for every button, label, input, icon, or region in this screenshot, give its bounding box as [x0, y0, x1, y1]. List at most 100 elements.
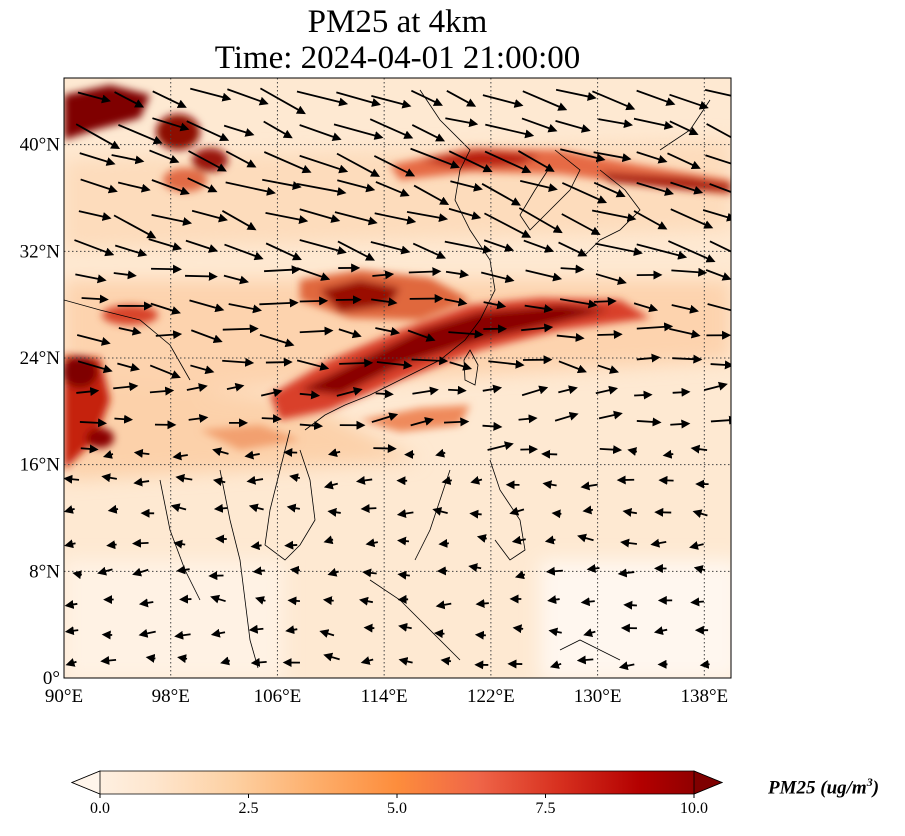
wind-arrow: [636, 89, 676, 106]
wind-arrow: [558, 385, 578, 395]
wind-arrow: [170, 503, 187, 513]
wind-arrow: [407, 329, 436, 342]
wind-arrow: [558, 241, 588, 257]
wind-arrow: [174, 630, 191, 640]
latitude-ticks: 0° 8°N 16°N 24°N 32°N 40°N: [20, 135, 61, 689]
colorbar-tick-label: 0.0: [90, 800, 110, 817]
wind-arrow: [265, 212, 309, 224]
wind-arrow: [599, 445, 623, 455]
wind-arrow: [259, 87, 306, 115]
wind-arrow: [709, 183, 731, 193]
wind-arrow: [707, 303, 731, 312]
wind-arrow: [620, 538, 638, 548]
wind-arrow: [299, 326, 334, 336]
wind-arrow: [476, 534, 487, 543]
wind-arrow: [118, 326, 142, 336]
colorbar-extend-min: [70, 770, 101, 795]
wind-arrow: [81, 294, 109, 304]
wind-arrow: [289, 473, 301, 483]
wind-arrow: [373, 443, 397, 453]
wind-arrow: [636, 322, 674, 332]
wind-arrow: [375, 181, 410, 197]
colorbar-extend-max: [693, 770, 724, 795]
wind-arrow: [149, 149, 180, 164]
wind-arrow: [362, 568, 377, 578]
wind-arrow: [692, 509, 708, 518]
wind-arrow: [521, 385, 549, 397]
wind-arrow: [212, 447, 229, 457]
wind-arrow: [518, 414, 538, 424]
wind-arrow: [175, 473, 193, 483]
lon-tick-label: 130°E: [574, 686, 622, 707]
wind-arrow: [148, 238, 183, 251]
wind-arrow: [102, 450, 114, 459]
wind-arrow: [555, 119, 591, 133]
wind-arrow: [227, 88, 269, 106]
wind-arrow: [559, 298, 598, 309]
wind-arrow: [558, 360, 587, 374]
wind-arrow: [64, 600, 78, 609]
wind-arrow: [152, 117, 190, 132]
wind-arrow: [113, 214, 157, 239]
wind-arrow: [225, 181, 276, 196]
wind-arrow: [151, 214, 193, 226]
wind-arrow: [560, 264, 585, 274]
wind-arrow: [187, 177, 218, 193]
wind-arrow: [262, 178, 302, 190]
wind-arrow: [623, 600, 637, 610]
wind-arrow: [246, 475, 264, 485]
wind-arrow: [669, 328, 701, 339]
wind-arrow: [151, 179, 190, 196]
wind-arrow: [662, 449, 674, 459]
wind-arrow: [582, 505, 594, 515]
wind-arrow: [591, 209, 637, 222]
wind-arrow: [113, 270, 137, 280]
wind-arrow: [523, 239, 555, 253]
wind-arrow: [583, 628, 596, 637]
wind-arrow: [210, 594, 226, 604]
wind-arrow: [633, 117, 674, 130]
wind-arrow: [336, 91, 382, 107]
wind-arrow: [64, 505, 75, 514]
wind-arrow: [355, 475, 373, 485]
wind-arrow: [190, 364, 215, 375]
colorbar-tick-label: 10.0: [680, 800, 708, 817]
wind-arrow: [593, 296, 617, 306]
wind-arrow: [138, 598, 154, 608]
wind-arrow: [482, 94, 524, 108]
wind-arrow: [286, 503, 301, 513]
wind-arrow: [598, 118, 634, 129]
wind-arrow: [440, 656, 452, 666]
wind-arrow: [224, 243, 264, 261]
wind-arrow: [617, 568, 635, 578]
wind-arrow: [435, 448, 446, 458]
wind-arrow: [518, 207, 563, 234]
wind-arrow: [220, 656, 231, 666]
wind-arrow: [448, 207, 482, 220]
wind-arrow: [252, 566, 265, 576]
wind-arrow: [284, 540, 298, 550]
wind-arrow: [488, 359, 525, 369]
wind-arrow: [117, 362, 140, 372]
gridlines: [64, 78, 731, 678]
colorbar-bar: [70, 770, 724, 795]
wind-arrow: [554, 411, 579, 422]
wind-arrow: [520, 179, 558, 192]
wind-arrow: [511, 535, 526, 545]
lon-tick-label: 90°E: [45, 686, 83, 707]
wind-arrow: [260, 388, 283, 398]
wind-arrow: [411, 356, 449, 366]
wind-arrow: [264, 265, 301, 275]
wind-arrow: [410, 147, 460, 169]
wind-arrow: [576, 655, 594, 665]
wind-arrow: [250, 657, 267, 667]
map-time-subtitle: Time: 2024-04-01 21:00:00: [214, 40, 581, 76]
wind-arrow: [468, 563, 482, 572]
wind-arrow: [327, 448, 341, 457]
wind-arrow: [636, 182, 674, 196]
wind-arrow: [484, 150, 532, 174]
wind-arrow: [509, 506, 525, 516]
wind-arrow: [133, 448, 150, 458]
wind-arrow: [481, 271, 515, 284]
